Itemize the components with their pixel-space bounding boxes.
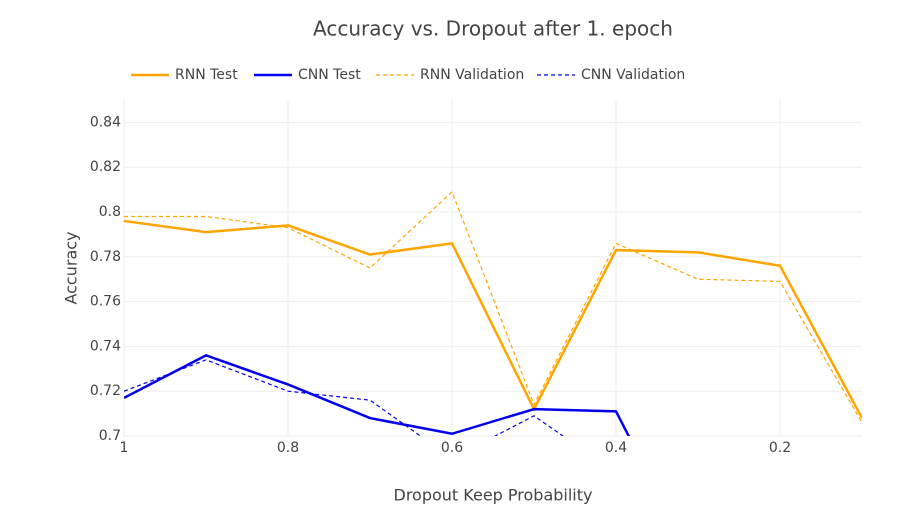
- legend-label: RNN Validation: [420, 67, 524, 83]
- y-tick-label: 0.84: [90, 114, 121, 130]
- x-tick-label: 0.2: [769, 440, 791, 456]
- plot-area: [124, 190, 862, 436]
- y-tick-label: 0.82: [90, 159, 121, 175]
- y-axis-label: Accuracy: [62, 231, 81, 304]
- x-tick-label: 0.6: [441, 440, 463, 456]
- y-tick-label: 0.76: [90, 294, 121, 310]
- y-tick-label: 0.72: [90, 383, 121, 399]
- chart-title: Accuracy vs. Dropout after 1. epoch: [313, 17, 673, 41]
- x-axis-label: Dropout Keep Probability: [394, 486, 593, 505]
- legend-label: CNN Test: [298, 67, 361, 83]
- x-tick-label: 0.4: [605, 440, 627, 456]
- legend-label: CNN Validation: [581, 67, 685, 83]
- legend: RNN Test CNN Test RNN Validation CNN Valida…: [131, 67, 685, 83]
- x-tick-label: 1: [120, 440, 129, 456]
- data-line: [124, 190, 862, 423]
- y-tick-label: 0.74: [90, 338, 121, 354]
- data-line: [124, 359, 564, 436]
- legend-label: RNN Test: [175, 67, 238, 83]
- data-line: [124, 354, 631, 436]
- y-tick-label: 0.7: [99, 428, 121, 444]
- data-line: [124, 219, 862, 419]
- y-tick-label: 0.8: [99, 204, 121, 220]
- x-tick-label: 0.8: [277, 440, 299, 456]
- y-tick-label: 0.78: [90, 249, 121, 265]
- grid: 0.7 0.72 0.74 0.76 0.78 0.8 0.82 0.84 1 0.8 0.6 0.4…: [90, 100, 862, 456]
